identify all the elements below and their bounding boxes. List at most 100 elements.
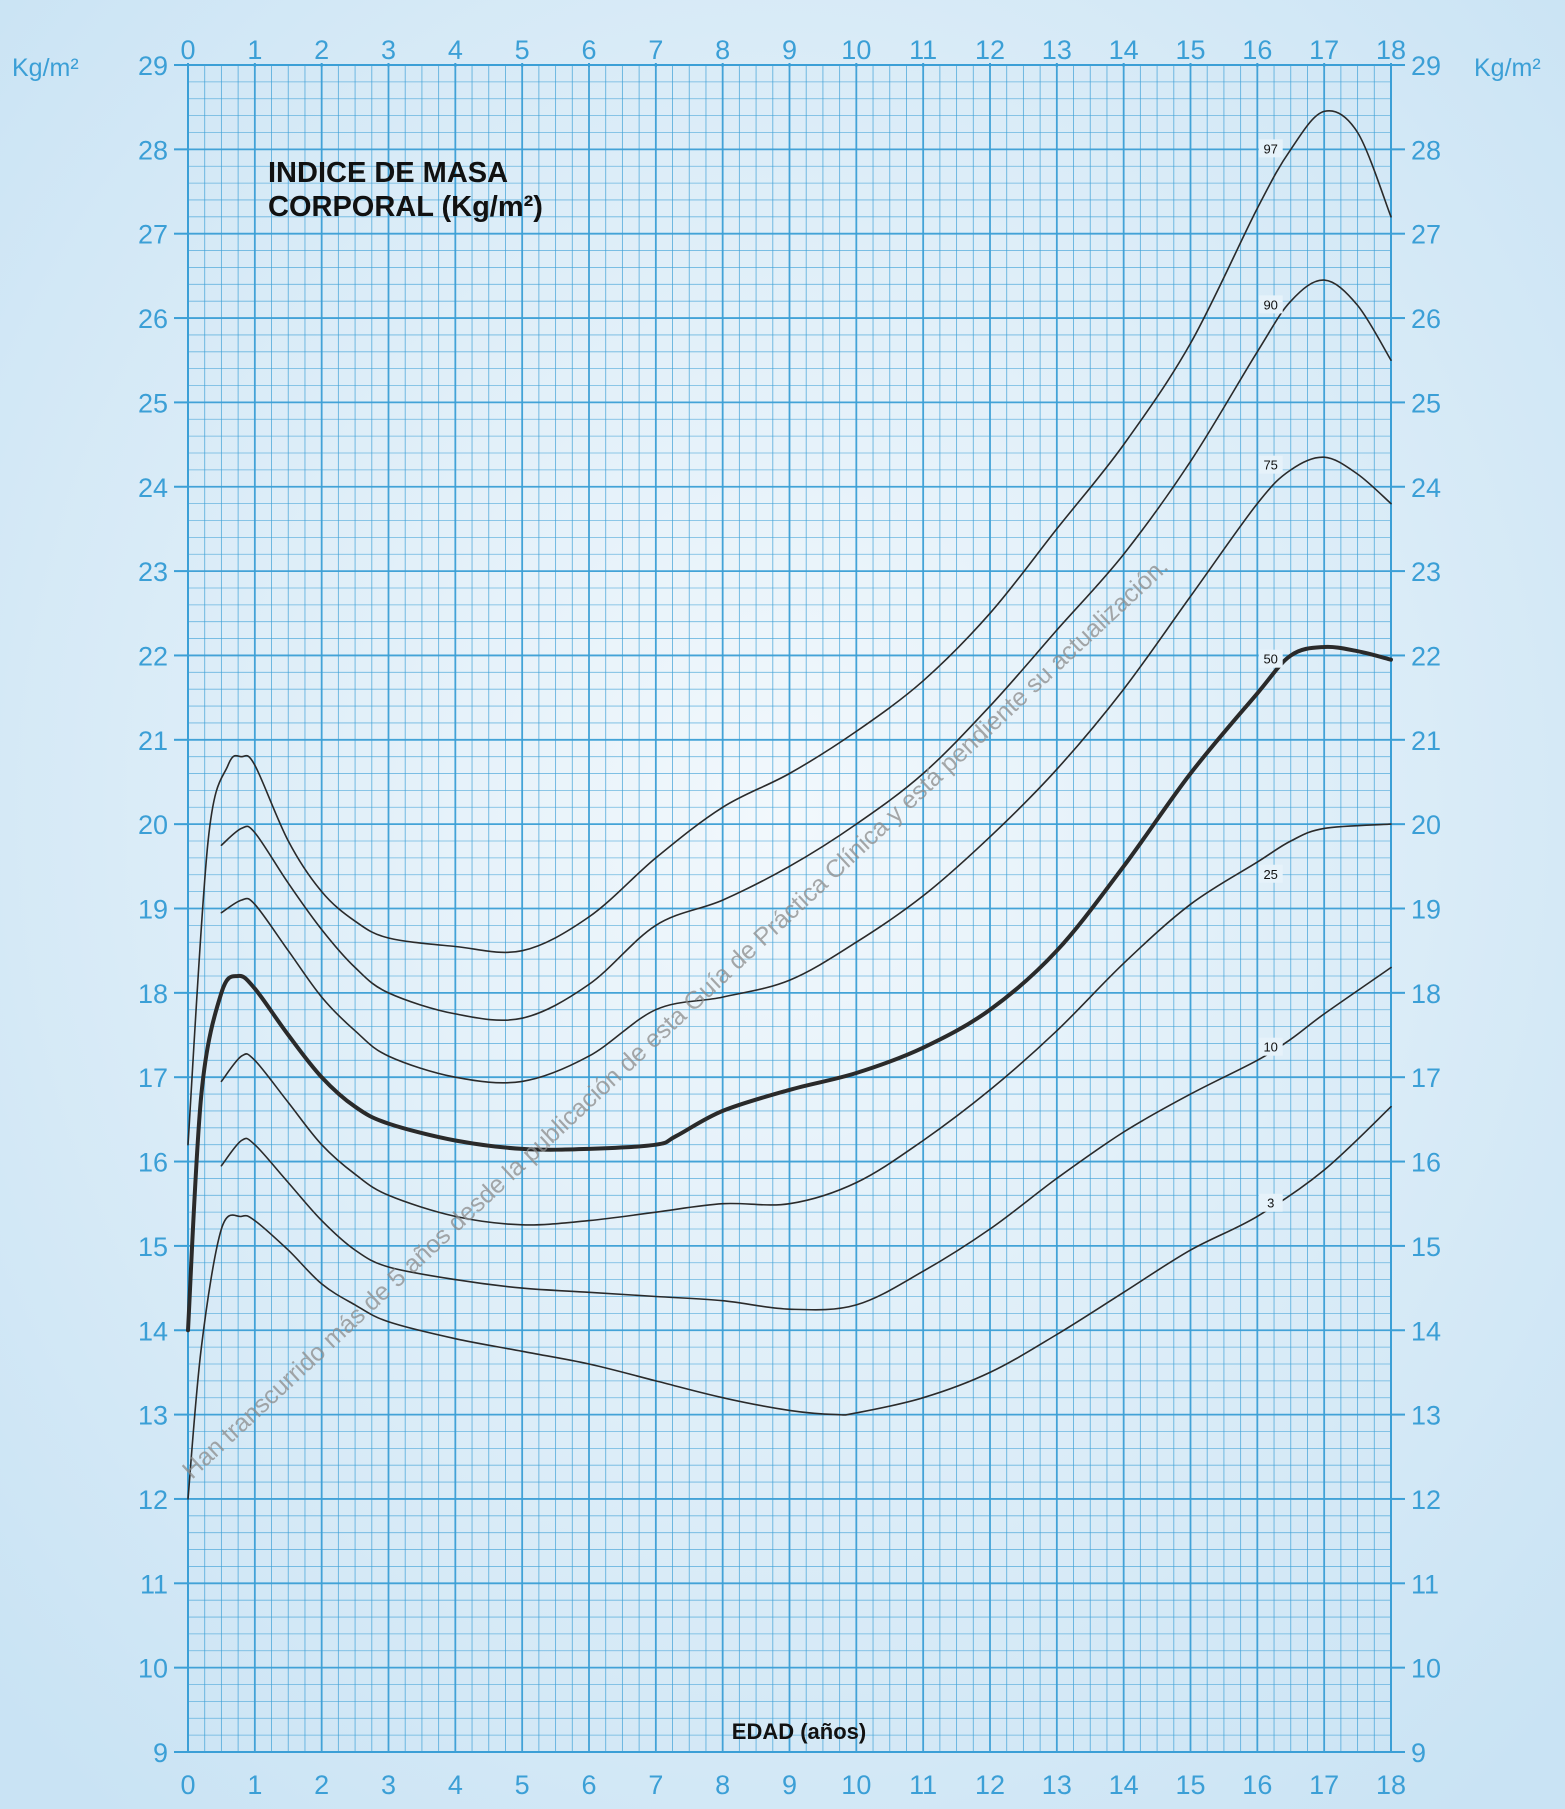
x-tick-label-top: 14 bbox=[1109, 35, 1139, 65]
y-tick-label-right: 14 bbox=[1411, 1316, 1441, 1346]
x-tick-label-top: 3 bbox=[381, 35, 396, 65]
y-tick-label-right: 28 bbox=[1411, 135, 1441, 165]
percentile-curve-25 bbox=[220, 823, 1392, 1226]
y-tick-label-right: 29 bbox=[1411, 51, 1441, 81]
y-tick-label-right: 24 bbox=[1411, 473, 1441, 503]
y-tick-label-left: 13 bbox=[138, 1401, 168, 1431]
y-tick-label-right: 20 bbox=[1411, 810, 1441, 840]
y-tick-label-left: 9 bbox=[153, 1738, 168, 1768]
percentile-label-bg-10 bbox=[1258, 1037, 1283, 1056]
y-unit-label-right: Kg/m² bbox=[1474, 54, 1541, 82]
y-tick-label-right: 27 bbox=[1411, 220, 1441, 250]
x-tick-label-top: 2 bbox=[314, 35, 329, 65]
y-tick-label-right: 10 bbox=[1411, 1654, 1441, 1684]
y-tick-label-left: 22 bbox=[138, 641, 168, 671]
x-tick-label-top: 1 bbox=[247, 35, 262, 65]
x-tick-label-bottom: 15 bbox=[1175, 1770, 1205, 1800]
y-tick-label-right: 16 bbox=[1411, 1148, 1441, 1178]
y-tick-label-right: 19 bbox=[1411, 895, 1441, 925]
x-axis-label: EDAD (años) bbox=[732, 1719, 866, 1744]
percentile-label-bg-97 bbox=[1258, 139, 1283, 158]
x-tick-label-bottom: 6 bbox=[581, 1770, 596, 1800]
x-tick-label-bottom: 18 bbox=[1376, 1770, 1406, 1800]
x-tick-label-bottom: 4 bbox=[448, 1770, 463, 1800]
y-tick-label-left: 18 bbox=[138, 979, 168, 1009]
x-tick-label-top: 15 bbox=[1175, 35, 1205, 65]
y-tick-label-right: 12 bbox=[1411, 1485, 1441, 1515]
x-tick-label-bottom: 16 bbox=[1242, 1770, 1272, 1800]
y-tick-label-left: 12 bbox=[138, 1485, 168, 1515]
y-tick-label-right: 21 bbox=[1411, 726, 1441, 756]
percentile-label-25: 25 bbox=[1263, 867, 1277, 882]
y-tick-label-left: 27 bbox=[138, 220, 168, 250]
percentile-curve-50 bbox=[186, 644, 1393, 1333]
x-tick-label-top: 0 bbox=[180, 35, 195, 65]
y-tick-label-right: 11 bbox=[1411, 1569, 1439, 1599]
y-tick-label-left: 17 bbox=[138, 1063, 168, 1093]
y-tick-label-right: 18 bbox=[1411, 979, 1441, 1009]
y-tick-label-left: 24 bbox=[138, 473, 168, 503]
x-tick-label-bottom: 11 bbox=[909, 1770, 937, 1800]
x-tick-label-top: 7 bbox=[648, 35, 663, 65]
y-tick-label-right: 22 bbox=[1411, 641, 1441, 671]
x-tick-label-bottom: 0 bbox=[180, 1770, 195, 1800]
chart-title-line-2: CORPORAL (Kg/m²) bbox=[268, 191, 543, 223]
chart-title-line-1: INDICE DE MASA bbox=[268, 157, 508, 189]
x-tick-label-top: 18 bbox=[1376, 35, 1406, 65]
x-tick-label-bottom: 7 bbox=[648, 1770, 663, 1800]
y-tick-label-right: 23 bbox=[1411, 557, 1441, 587]
x-tick-label-top: 12 bbox=[975, 35, 1005, 65]
x-tick-label-top: 13 bbox=[1042, 35, 1072, 65]
percentile-curves bbox=[186, 109, 1393, 1500]
y-tick-label-left: 28 bbox=[138, 135, 168, 165]
percentile-label-bg-25 bbox=[1258, 864, 1283, 883]
percentile-curve-97 bbox=[187, 109, 1392, 1146]
y-tick-label-left: 16 bbox=[138, 1148, 168, 1178]
x-tick-label-bottom: 14 bbox=[1109, 1770, 1139, 1800]
y-tick-label-left: 14 bbox=[138, 1316, 168, 1346]
y-tick-label-left: 20 bbox=[138, 810, 168, 840]
percentile-label-bg-75 bbox=[1258, 455, 1283, 474]
percentile-label-75: 75 bbox=[1263, 458, 1277, 473]
percentile-label-50: 50 bbox=[1263, 652, 1277, 667]
x-tick-label-bottom: 1 bbox=[247, 1770, 262, 1800]
x-tick-label-top: 8 bbox=[715, 35, 730, 65]
y-tick-label-left: 29 bbox=[138, 51, 168, 81]
percentile-curve-10 bbox=[220, 966, 1392, 1311]
percentile-curve-75 bbox=[220, 456, 1392, 1084]
x-tick-label-top: 11 bbox=[909, 35, 937, 65]
percentile-label-3: 3 bbox=[1267, 1196, 1274, 1211]
x-tick-label-top: 10 bbox=[841, 35, 871, 65]
y-tick-label-left: 11 bbox=[140, 1569, 168, 1599]
y-tick-label-left: 15 bbox=[138, 1232, 168, 1262]
y-tick-label-right: 13 bbox=[1411, 1401, 1441, 1431]
y-unit-label-left: Kg/m² bbox=[12, 54, 79, 82]
x-tick-label-top: 4 bbox=[448, 35, 463, 65]
y-tick-label-left: 10 bbox=[138, 1654, 168, 1684]
axis-ticks: 0011223344556677889910101111121213131414… bbox=[138, 35, 1441, 1800]
y-tick-label-left: 21 bbox=[138, 726, 168, 756]
x-tick-label-bottom: 9 bbox=[782, 1770, 797, 1800]
percentile-label-97: 97 bbox=[1263, 141, 1277, 156]
y-tick-label-right: 15 bbox=[1411, 1232, 1441, 1262]
x-tick-label-bottom: 2 bbox=[314, 1770, 329, 1800]
x-tick-label-top: 17 bbox=[1309, 35, 1339, 65]
percentile-label-bg-3 bbox=[1258, 1193, 1283, 1212]
x-tick-label-bottom: 13 bbox=[1042, 1770, 1072, 1800]
x-tick-label-bottom: 10 bbox=[841, 1770, 871, 1800]
percentile-curve-3 bbox=[187, 1105, 1392, 1500]
x-tick-label-top: 16 bbox=[1242, 35, 1272, 65]
percentile-label-bg-90 bbox=[1258, 295, 1283, 314]
x-tick-label-top: 6 bbox=[581, 35, 596, 65]
x-tick-label-bottom: 5 bbox=[515, 1770, 530, 1800]
y-tick-label-right: 26 bbox=[1411, 304, 1441, 334]
y-tick-label-left: 19 bbox=[138, 895, 168, 925]
percentile-curve-90 bbox=[220, 279, 1392, 1022]
x-tick-label-top: 9 bbox=[782, 35, 797, 65]
y-tick-label-left: 23 bbox=[138, 557, 168, 587]
percentile-label-10: 10 bbox=[1263, 1040, 1277, 1055]
y-tick-label-left: 25 bbox=[138, 388, 168, 418]
percentile-label-90: 90 bbox=[1263, 297, 1277, 312]
x-tick-label-bottom: 17 bbox=[1309, 1770, 1339, 1800]
